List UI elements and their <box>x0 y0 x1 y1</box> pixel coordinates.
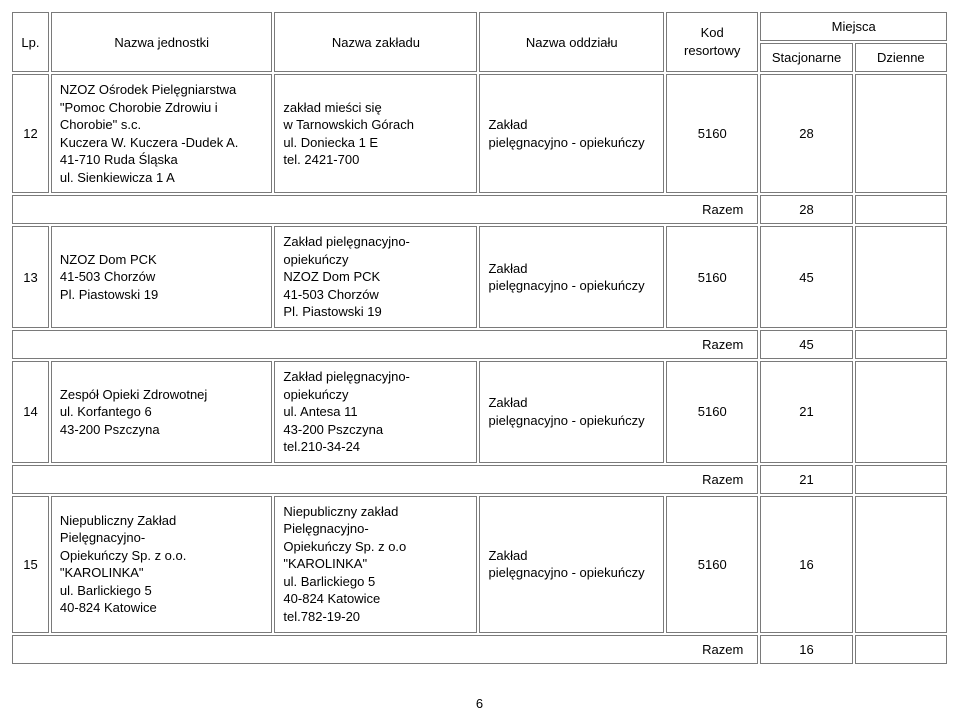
subtotal-label: Razem <box>12 465 758 494</box>
cell-unit: Niepubliczny Zakład Pielęgnacyjno- Opiek… <box>51 496 273 633</box>
page-number: 6 <box>10 696 949 711</box>
cell-code: 5160 <box>666 74 758 193</box>
cell-plant: Zakład pielęgnacyjno- opiekuńczy ul. Ant… <box>274 361 477 463</box>
cell-unit: NZOZ Dom PCK 41-503 Chorzów Pl. Piastows… <box>51 226 273 328</box>
cell-code: 5160 <box>666 361 758 463</box>
cell-unit: NZOZ Ośrodek Pielęgniarstwa "Pomoc Choro… <box>51 74 273 193</box>
cell-dept: Zakład pielęgnacyjno - opiekuńczy <box>479 496 664 633</box>
subtotal-stat: 28 <box>760 195 852 224</box>
header-stationary: Stacjonarne <box>760 43 852 72</box>
cell-dept: Zakład pielęgnacyjno - opiekuńczy <box>479 361 664 463</box>
cell-lp: 13 <box>12 226 49 328</box>
subtotal-day <box>855 195 947 224</box>
cell-day <box>855 226 947 328</box>
cell-lp: 12 <box>12 74 49 193</box>
cell-stat: 21 <box>760 361 852 463</box>
data-table: Lp. Nazwa jednostki Nazwa zakładu Nazwa … <box>10 10 949 666</box>
header-daily: Dzienne <box>855 43 947 72</box>
subtotal-day <box>855 465 947 494</box>
header-unit: Nazwa jednostki <box>51 12 273 72</box>
subtotal-label: Razem <box>12 330 758 359</box>
header-places: Miejsca <box>760 12 947 41</box>
subtotal-day <box>855 635 947 664</box>
header-row-1: Lp. Nazwa jednostki Nazwa zakładu Nazwa … <box>12 12 947 41</box>
cell-day <box>855 74 947 193</box>
subtotal-day <box>855 330 947 359</box>
cell-stat: 28 <box>760 74 852 193</box>
table-row: 13 NZOZ Dom PCK 41-503 Chorzów Pl. Piast… <box>12 226 947 328</box>
subtotal-label: Razem <box>12 195 758 224</box>
cell-unit: Zespół Opieki Zdrowotnej ul. Korfantego … <box>51 361 273 463</box>
subtotal-row: Razem 45 <box>12 330 947 359</box>
cell-plant: Niepubliczny zakład Pielęgnacyjno- Opiek… <box>274 496 477 633</box>
table-row: 15 Niepubliczny Zakład Pielęgnacyjno- Op… <box>12 496 947 633</box>
cell-dept: Zakład pielęgnacyjno - opiekuńczy <box>479 74 664 193</box>
subtotal-label: Razem <box>12 635 758 664</box>
table-row: 12 NZOZ Ośrodek Pielęgniarstwa "Pomoc Ch… <box>12 74 947 193</box>
cell-stat: 45 <box>760 226 852 328</box>
cell-code: 5160 <box>666 226 758 328</box>
cell-day <box>855 361 947 463</box>
header-plant: Nazwa zakładu <box>274 12 477 72</box>
table-row: 14 Zespół Opieki Zdrowotnej ul. Korfante… <box>12 361 947 463</box>
subtotal-row: Razem 28 <box>12 195 947 224</box>
cell-lp: 15 <box>12 496 49 633</box>
header-dept: Nazwa oddziału <box>479 12 664 72</box>
header-code: Kod resortowy <box>666 12 758 72</box>
cell-day <box>855 496 947 633</box>
cell-plant: Zakład pielęgnacyjno- opiekuńczy NZOZ Do… <box>274 226 477 328</box>
subtotal-stat: 21 <box>760 465 852 494</box>
cell-stat: 16 <box>760 496 852 633</box>
subtotal-stat: 45 <box>760 330 852 359</box>
cell-lp: 14 <box>12 361 49 463</box>
cell-plant: zakład mieści się w Tarnowskich Górach u… <box>274 74 477 193</box>
cell-dept: Zakład pielęgnacyjno - opiekuńczy <box>479 226 664 328</box>
subtotal-row: Razem 16 <box>12 635 947 664</box>
subtotal-stat: 16 <box>760 635 852 664</box>
subtotal-row: Razem 21 <box>12 465 947 494</box>
cell-code: 5160 <box>666 496 758 633</box>
header-lp: Lp. <box>12 12 49 72</box>
